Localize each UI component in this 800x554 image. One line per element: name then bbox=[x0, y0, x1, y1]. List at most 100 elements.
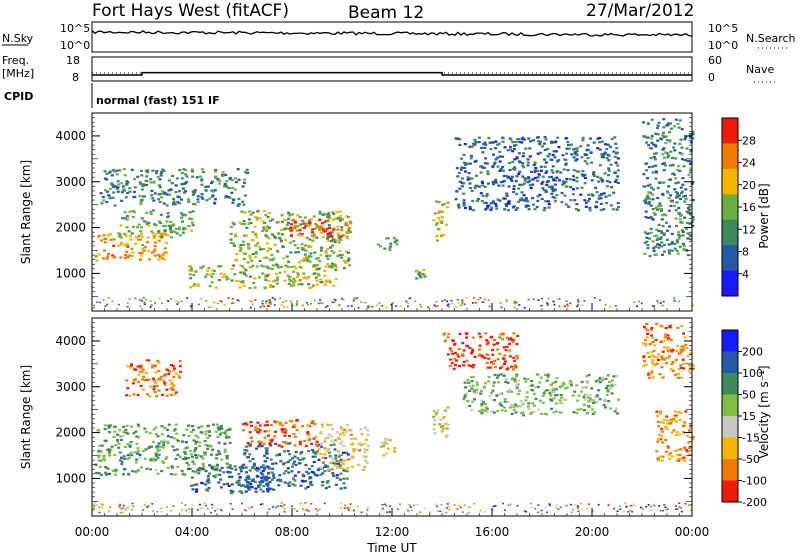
echo-cell bbox=[506, 401, 510, 404]
speckle-cell bbox=[444, 299, 447, 301]
echo-cell bbox=[208, 434, 212, 437]
echo-cell bbox=[336, 225, 340, 228]
echo-cell bbox=[228, 475, 231, 478]
echo-cell bbox=[498, 392, 502, 395]
echo-cell bbox=[299, 484, 303, 487]
echo-cell bbox=[440, 430, 444, 433]
speckle-cell bbox=[541, 297, 544, 300]
echo-cell bbox=[284, 442, 288, 445]
power-ylabel: Slant Range [km] bbox=[19, 160, 33, 264]
echo-cell bbox=[315, 226, 319, 229]
echo-cell bbox=[248, 275, 252, 278]
echo-cell bbox=[178, 360, 182, 363]
echo-cell bbox=[191, 428, 195, 431]
echo-cell bbox=[284, 264, 288, 267]
speckle-cell bbox=[319, 299, 322, 301]
echo-cell bbox=[675, 358, 678, 362]
echo-cell bbox=[311, 231, 314, 234]
echo-cell bbox=[159, 375, 163, 378]
echo-cell bbox=[180, 177, 184, 180]
echo-cell bbox=[552, 397, 556, 400]
speckle-cell bbox=[534, 507, 537, 510]
echo-cell bbox=[509, 403, 513, 406]
echo-cell bbox=[308, 286, 312, 290]
echo-cell bbox=[170, 231, 174, 234]
echo-cell bbox=[340, 253, 344, 256]
echo-cell bbox=[611, 208, 615, 211]
speckle-cell bbox=[342, 298, 345, 301]
echo-cell bbox=[348, 429, 351, 432]
echo-cell bbox=[516, 334, 520, 338]
speckle-cell bbox=[353, 299, 355, 301]
echo-cell bbox=[322, 230, 326, 233]
echo-cell bbox=[332, 213, 336, 216]
echo-cell bbox=[644, 327, 648, 330]
echo-cell bbox=[286, 461, 290, 464]
freq-unit-label: [MHz] bbox=[2, 67, 34, 80]
echo-cell bbox=[687, 429, 691, 432]
echo-cell bbox=[687, 441, 691, 444]
echo-cell bbox=[530, 380, 534, 383]
echo-cell bbox=[147, 446, 151, 450]
echo-cell bbox=[440, 221, 444, 224]
echo-cell bbox=[228, 466, 232, 469]
echo-cell bbox=[521, 402, 525, 405]
echo-cell bbox=[584, 386, 588, 389]
speckle-cell bbox=[111, 300, 114, 303]
echo-cell bbox=[116, 433, 119, 436]
speckle-cell bbox=[265, 302, 268, 304]
speckle-cell bbox=[189, 305, 192, 308]
echo-cell bbox=[165, 394, 169, 397]
echo-cell bbox=[115, 169, 119, 172]
echo-cell bbox=[552, 177, 555, 180]
echo-cell bbox=[612, 375, 616, 378]
echo-cell bbox=[448, 347, 452, 350]
echo-cell bbox=[268, 480, 272, 484]
echo-cell bbox=[684, 197, 688, 200]
echo-cell bbox=[600, 153, 604, 156]
echo-cell bbox=[505, 174, 508, 178]
echo-cell bbox=[314, 257, 318, 260]
speckle-cell bbox=[662, 509, 664, 512]
echo-cell bbox=[228, 176, 232, 180]
echo-cell bbox=[103, 241, 107, 244]
echo-region bbox=[376, 236, 399, 252]
echo-cell bbox=[543, 165, 547, 168]
echo-cell bbox=[517, 392, 520, 396]
echo-cell bbox=[270, 440, 274, 443]
echo-cell bbox=[272, 257, 276, 260]
echo-cell bbox=[470, 177, 474, 180]
echo-cell bbox=[339, 217, 342, 220]
echo-cell bbox=[483, 162, 487, 165]
echo-cell bbox=[533, 208, 537, 211]
echo-cell bbox=[320, 484, 324, 487]
echo-cell bbox=[132, 196, 136, 199]
echo-cell bbox=[220, 458, 224, 461]
echo-cell bbox=[250, 259, 254, 262]
echo-cell bbox=[228, 428, 232, 431]
echo-cell bbox=[533, 176, 537, 180]
echo-cell bbox=[365, 448, 369, 452]
echo-cell bbox=[595, 206, 599, 209]
echo-cell bbox=[136, 452, 140, 455]
echo-cell bbox=[689, 364, 693, 367]
echo-cell bbox=[582, 403, 586, 406]
echo-cell bbox=[573, 199, 577, 202]
echo-cell bbox=[575, 411, 579, 415]
echo-cell bbox=[530, 170, 533, 173]
echo-cell bbox=[331, 211, 335, 214]
echo-cell bbox=[300, 259, 304, 262]
echo-cell bbox=[682, 367, 686, 370]
echo-cell bbox=[505, 194, 509, 198]
echo-cell bbox=[166, 212, 170, 215]
echo-cell bbox=[670, 232, 674, 236]
echo-cell bbox=[200, 193, 204, 196]
echo-cell bbox=[657, 353, 661, 356]
echo-cell bbox=[666, 334, 670, 337]
speckle-cell bbox=[319, 302, 322, 304]
echo-cell bbox=[303, 226, 306, 230]
echo-cell bbox=[450, 349, 454, 353]
echo-cell bbox=[613, 171, 617, 175]
echo-cell bbox=[304, 463, 308, 467]
